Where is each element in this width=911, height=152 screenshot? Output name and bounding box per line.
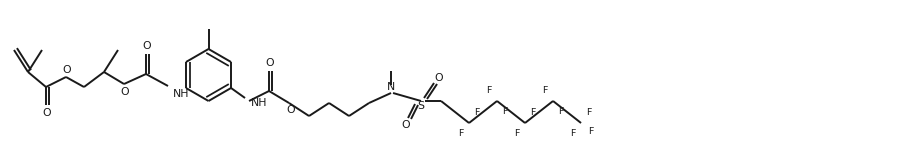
Text: O: O (120, 87, 129, 97)
Text: O: O (63, 65, 71, 75)
Text: O: O (401, 120, 410, 130)
Text: O: O (142, 41, 151, 51)
Text: NH: NH (173, 89, 189, 99)
Text: F: F (586, 108, 591, 117)
Text: F: F (588, 126, 593, 136)
Text: F: F (502, 107, 507, 116)
Text: O: O (43, 108, 51, 118)
Text: O: O (265, 58, 274, 68)
Text: F: F (514, 129, 519, 138)
Text: F: F (486, 86, 491, 95)
Text: S: S (417, 101, 424, 111)
Text: N: N (386, 82, 394, 92)
Text: O: O (435, 73, 443, 83)
Text: F: F (458, 129, 463, 138)
Text: F: F (474, 108, 479, 117)
Text: F: F (558, 107, 563, 116)
Text: O: O (286, 105, 295, 115)
Text: NH: NH (251, 98, 267, 108)
Text: F: F (569, 129, 575, 138)
Text: F: F (542, 86, 548, 95)
Text: F: F (530, 108, 535, 117)
